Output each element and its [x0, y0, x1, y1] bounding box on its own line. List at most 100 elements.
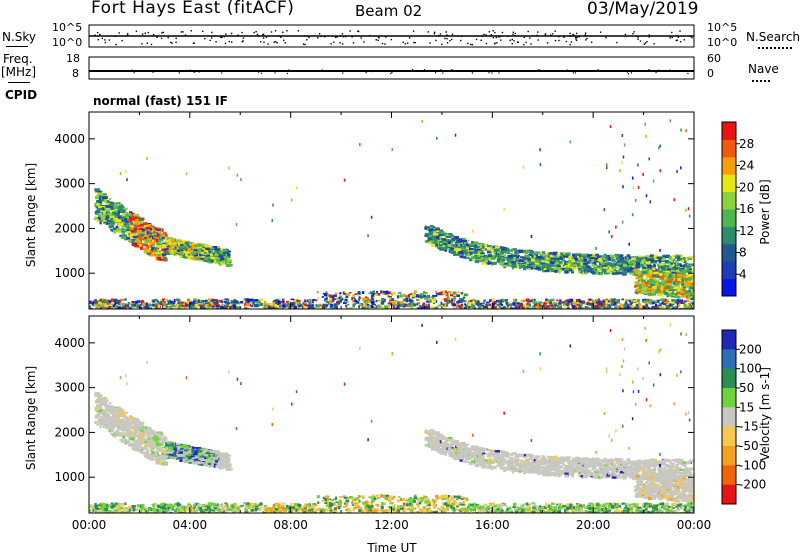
power-clutter: [686, 304, 689, 307]
power-cell: [138, 227, 144, 231]
nsky-point: [284, 42, 286, 44]
power-clutter: [233, 304, 237, 309]
freq-point: [627, 72, 629, 75]
power-clutter: [587, 306, 591, 309]
freq-point: [452, 69, 454, 71]
power-clutter: [553, 302, 557, 305]
nsky-point: [161, 32, 163, 34]
power-scatter: [637, 185, 640, 189]
freq-point: [423, 69, 426, 71]
power-cell: [646, 274, 652, 278]
power-cell: [490, 258, 495, 261]
freq-point: [371, 70, 373, 73]
power-scatter: [421, 119, 423, 123]
freq-point: [566, 69, 568, 71]
power-cell: [671, 265, 675, 269]
power-cell: [112, 217, 119, 220]
power-clutter: [230, 301, 233, 304]
power-clutter: [520, 306, 525, 309]
power-cell: [583, 258, 588, 262]
power-cell: [179, 252, 183, 256]
power-clutter: [151, 303, 156, 307]
power-clutter: [479, 302, 483, 306]
power-cell: [586, 254, 593, 257]
power-clutter: [102, 299, 107, 303]
power-cell: [604, 263, 608, 266]
power-scatter: [645, 134, 647, 138]
nsky-point: [585, 39, 587, 41]
power-cell: [199, 253, 203, 257]
power-clutter: [290, 307, 294, 309]
power-clutter: [189, 304, 192, 307]
nsky-point: [231, 41, 233, 43]
power-cell: [677, 292, 682, 296]
power-clutter: [596, 302, 600, 306]
power-cell: [107, 219, 112, 222]
nave-label: Nave: [748, 62, 779, 76]
power-clutter: [329, 300, 333, 304]
power-clutter: [624, 299, 629, 302]
power-cell: [227, 250, 232, 253]
power-clutter: [427, 299, 431, 302]
power-cell: [576, 254, 581, 257]
power-cell: [227, 253, 231, 257]
power-cell: [146, 244, 150, 248]
power-cell: [666, 259, 670, 262]
power-cell: [96, 219, 99, 222]
power-clutter: [664, 298, 667, 302]
power-cell: [520, 256, 524, 259]
power-clutter: [440, 291, 443, 296]
power-clutter: [445, 304, 449, 307]
power-cell: [496, 252, 502, 257]
power-clutter: [389, 297, 393, 301]
power-scatter: [240, 178, 242, 182]
power-cell: [191, 257, 197, 260]
power-scatter: [236, 173, 239, 177]
power-clutter: [619, 303, 623, 307]
power-cell: [194, 254, 199, 257]
power-cell: [573, 264, 579, 267]
power-clutter: [467, 306, 471, 309]
power-scatter: [634, 198, 637, 202]
power-clutter: [121, 306, 125, 309]
nsky-point: [565, 40, 568, 43]
nsky-point: [444, 37, 446, 40]
power-cell: [598, 267, 602, 271]
power-clutter: [140, 306, 143, 309]
nsky-point: [256, 33, 259, 36]
power-cell: [595, 253, 599, 257]
power-cell: [568, 268, 573, 272]
power-cell: [125, 224, 129, 227]
power-clutter: [656, 307, 658, 309]
power-clutter: [483, 306, 488, 309]
power-cell: [589, 267, 594, 271]
power-cell: [121, 221, 125, 224]
power-clutter: [403, 298, 406, 302]
power-cell: [611, 258, 616, 262]
nsky-point: [404, 43, 407, 45]
power-cell: [659, 272, 663, 277]
power-cell: [147, 252, 151, 255]
power-clutter: [523, 303, 527, 307]
nsky-point: [167, 36, 169, 39]
power-cell: [580, 263, 586, 267]
power-cell: [670, 294, 675, 297]
power-cell: [681, 269, 687, 273]
power-clutter: [162, 298, 166, 301]
power-clutter: [434, 306, 439, 309]
power-cell: [554, 259, 559, 261]
power-clutter: [488, 300, 492, 303]
nsky-point: [344, 35, 347, 38]
power-clutter: [624, 302, 628, 305]
power-clutter: [249, 301, 253, 304]
power-cell: [469, 243, 474, 246]
nsky-point: [209, 39, 211, 42]
power-cell: [162, 231, 167, 235]
power-cell: [191, 254, 197, 259]
power-cell: [596, 264, 599, 268]
power-clutter: [388, 295, 392, 298]
power-cell: [597, 271, 601, 275]
power-cell: [200, 249, 207, 253]
power-cell: [506, 257, 512, 260]
cpid-label: CPID: [5, 88, 38, 102]
